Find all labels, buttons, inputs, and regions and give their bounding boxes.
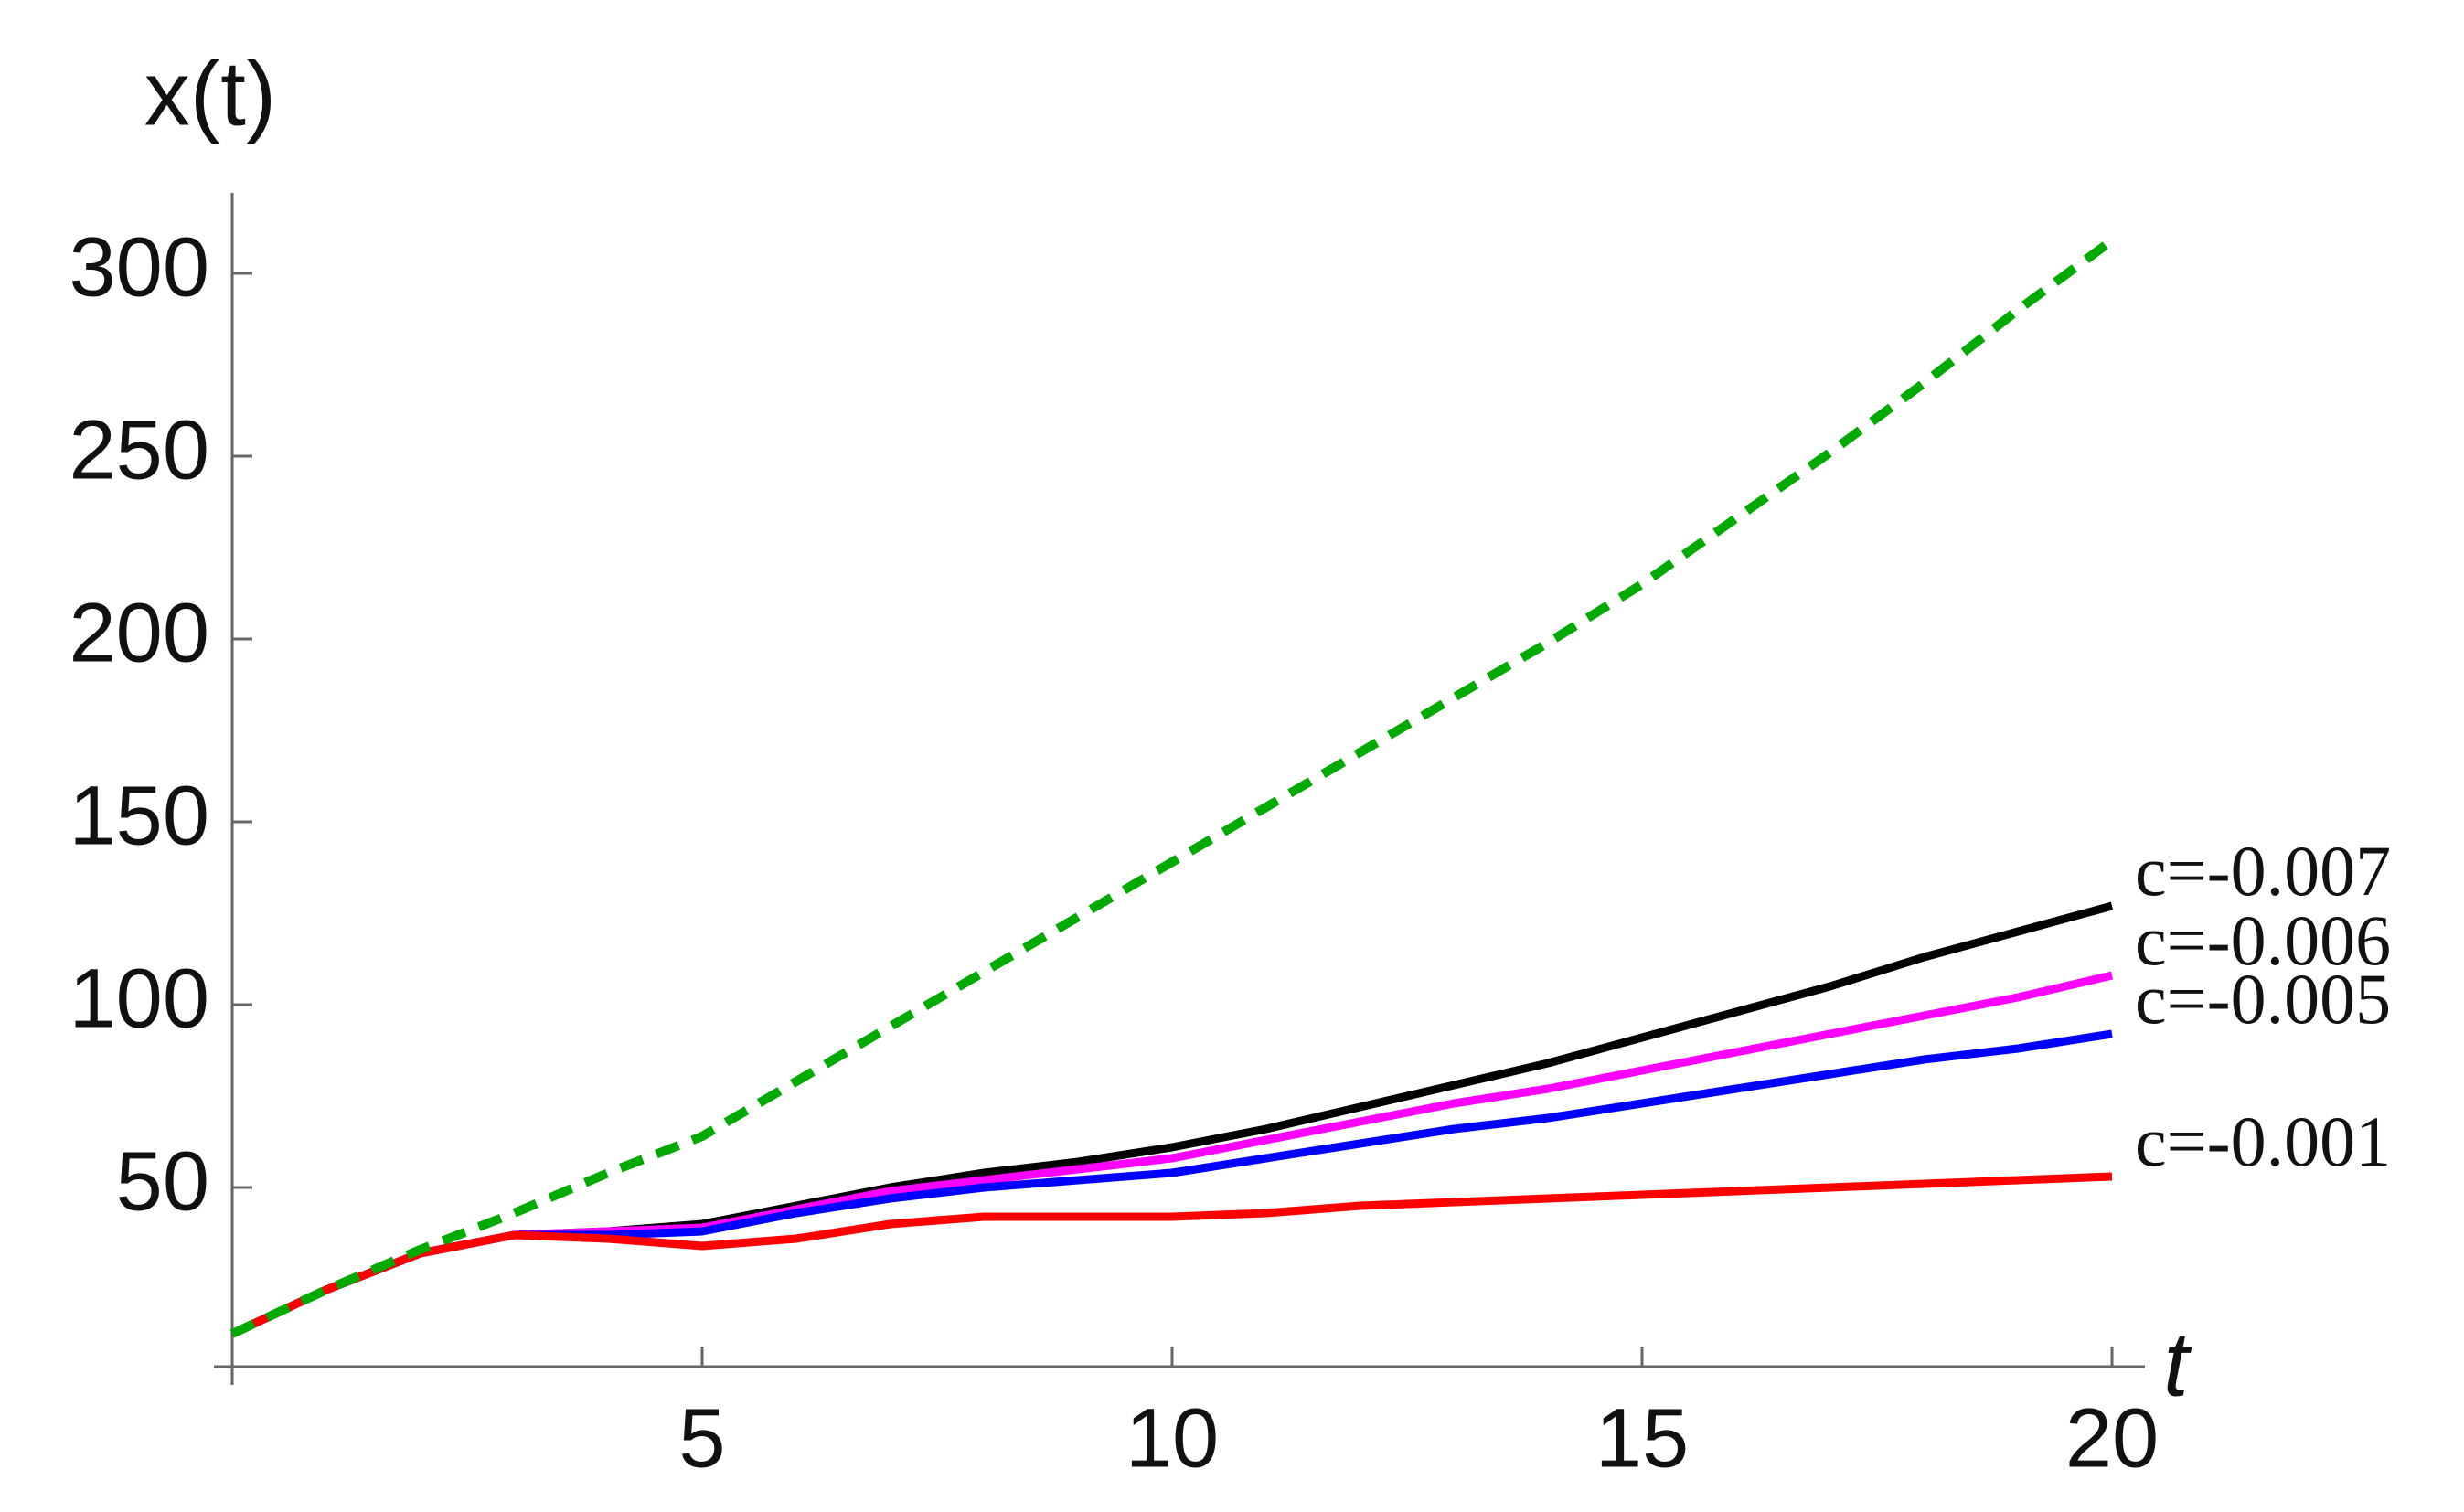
y-tick-label: 300 (69, 220, 210, 314)
series-label: c=-0.001 (2135, 1102, 2391, 1181)
x-tick-label: 15 (1595, 1391, 1689, 1485)
series-label: c=-0.006 (2135, 900, 2391, 980)
series-line (229, 236, 2115, 1338)
series-line (230, 901, 2114, 1338)
y-axis-label: x(t) (144, 42, 276, 144)
y-tick-label: 150 (69, 769, 210, 862)
x-tick-label: 20 (2065, 1391, 2159, 1485)
series-label: c=-0.005 (2135, 959, 2391, 1038)
series-line (230, 971, 2114, 1338)
series-line (230, 1172, 2113, 1338)
x-tick-label: 10 (1125, 1391, 1219, 1485)
y-tick-label: 50 (116, 1134, 209, 1228)
x-axis-label: t (2163, 1313, 2192, 1415)
y-tick-label: 250 (69, 403, 210, 496)
x-tick-label: 5 (678, 1391, 725, 1485)
series-label: c=-0.007 (2135, 831, 2391, 910)
y-tick-label: 200 (69, 586, 210, 679)
y-tick-label: 100 (69, 952, 210, 1045)
